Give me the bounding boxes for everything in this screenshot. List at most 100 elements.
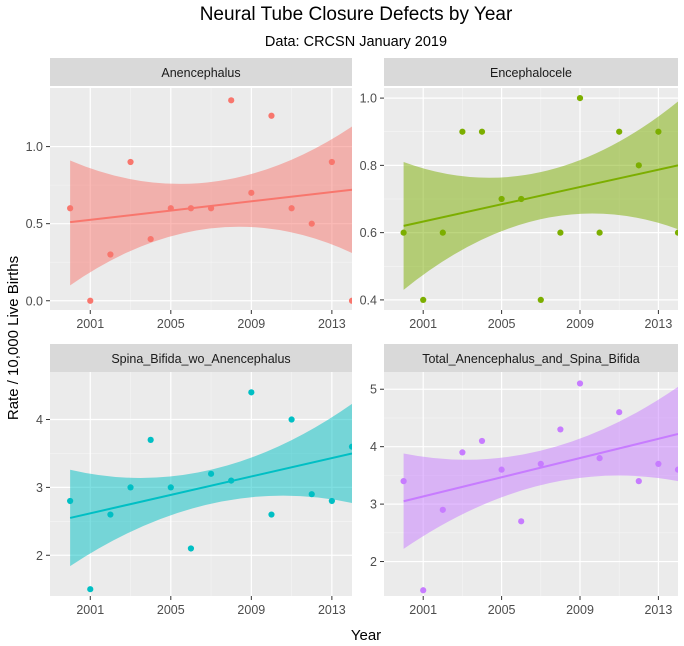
x-tick-label: 2013: [644, 317, 672, 331]
data-point: [288, 205, 295, 212]
data-point: [248, 389, 255, 396]
data-point: [127, 484, 134, 491]
chart-subtitle: Data: CRCSN January 2019: [265, 34, 447, 50]
x-tick-label: 2013: [644, 603, 672, 617]
facet-panel: Encephalocele 2001 2005 2009 2013 0.4 0.6 0.8 1.…: [360, 58, 678, 331]
y-tick-label: 2: [36, 549, 43, 563]
data-point: [439, 229, 446, 236]
data-point: [147, 235, 154, 243]
x-tick-label: 2005: [488, 317, 516, 331]
data-point: [248, 189, 255, 196]
data-point: [674, 466, 678, 473]
x-tick-label: 2005: [157, 317, 185, 331]
x-tick-label: 2009: [566, 603, 594, 617]
y-tick-label: 2: [370, 555, 377, 569]
data-point: [439, 506, 446, 513]
y-tick-label: 1.0: [360, 92, 377, 106]
trend-line: [403, 433, 678, 503]
facet-panel: Spina_Bifida_wo_Anencephalus 2001 2005 2009…: [36, 344, 352, 617]
data-layer: [400, 380, 678, 594]
facet-strip: [50, 344, 352, 372]
x-tick-label: 2013: [318, 317, 346, 331]
y-tick-label: 3: [36, 481, 43, 495]
x-tick-label: 2009: [566, 317, 594, 331]
facet-strip: [50, 58, 352, 86]
trend-line: [69, 452, 352, 519]
data-point: [478, 128, 486, 135]
data-point: [576, 94, 584, 102]
data-point: [557, 229, 564, 236]
data-point: [459, 449, 466, 456]
data-point: [167, 205, 174, 212]
data-point: [655, 128, 662, 135]
y-tick-label: 5: [370, 383, 377, 397]
facet-title: Encephalocele: [490, 66, 572, 80]
x-tick-label: 2001: [76, 603, 104, 617]
y-axis-label: Rate / 10,000 Live Births: [5, 256, 22, 420]
data-point: [674, 229, 678, 236]
data-point: [228, 477, 235, 484]
data-point: [498, 466, 505, 473]
data-point: [616, 409, 623, 416]
data-point: [635, 478, 642, 485]
y-tick-label: 1.0: [26, 140, 43, 154]
y-tick-label: 3: [370, 498, 377, 512]
data-point: [268, 511, 275, 518]
x-tick-label: 2001: [76, 317, 104, 331]
data-point: [348, 297, 352, 304]
data-point: [67, 497, 74, 505]
data-point: [107, 511, 114, 518]
y-tick-label: 0.0: [26, 294, 43, 308]
facet-strip: [384, 58, 678, 86]
data-point: [167, 484, 174, 491]
x-axis-label: Year: [351, 627, 381, 644]
data-point: [147, 436, 154, 443]
data-point: [537, 296, 544, 304]
data-point: [308, 491, 315, 498]
x-tick-label: 2005: [488, 603, 516, 617]
data-point: [328, 497, 335, 505]
data-point: [655, 460, 662, 467]
y-tick-label: 0.5: [26, 217, 43, 231]
data-point: [107, 251, 114, 258]
data-point: [478, 437, 486, 445]
data-point: [400, 229, 407, 236]
data-point: [420, 296, 427, 304]
data-point: [348, 443, 352, 450]
facet-strip: [384, 344, 678, 372]
data-point: [400, 478, 407, 485]
data-point: [127, 158, 134, 166]
facet-panel: Anencephalus 2001 2005 2009 2013 0.0 0.5 1.0: [26, 58, 352, 331]
y-tick-label: 0.4: [360, 293, 377, 307]
data-point: [596, 229, 603, 236]
x-tick-label: 2005: [157, 603, 185, 617]
y-tick-label: 0.8: [360, 159, 377, 173]
facet-title: Spina_Bifida_wo_Anencephalus: [111, 352, 290, 366]
chart-title: Neural Tube Closure Defects by Year: [200, 4, 513, 25]
data-point: [459, 128, 466, 135]
data-point: [518, 195, 525, 203]
y-tick-label: 4: [36, 413, 43, 427]
data-point: [576, 380, 584, 387]
data-point: [67, 205, 74, 212]
data-point: [518, 518, 525, 525]
data-point: [616, 128, 623, 135]
x-tick-label: 2001: [409, 603, 437, 617]
data-point: [596, 455, 603, 462]
data-point: [308, 220, 315, 227]
data-point: [328, 158, 335, 166]
data-point: [498, 195, 505, 203]
x-tick-label: 2009: [237, 603, 265, 617]
data-layer: [67, 97, 352, 304]
data-point: [288, 416, 295, 423]
data-point: [557, 426, 564, 433]
data-layer: [400, 94, 678, 304]
data-point: [207, 470, 215, 477]
data-point: [635, 162, 642, 169]
data-point: [87, 297, 94, 304]
data-point: [187, 205, 195, 212]
data-point: [87, 586, 94, 593]
data-layer: [67, 389, 352, 593]
y-tick-label: 0.6: [360, 226, 377, 240]
